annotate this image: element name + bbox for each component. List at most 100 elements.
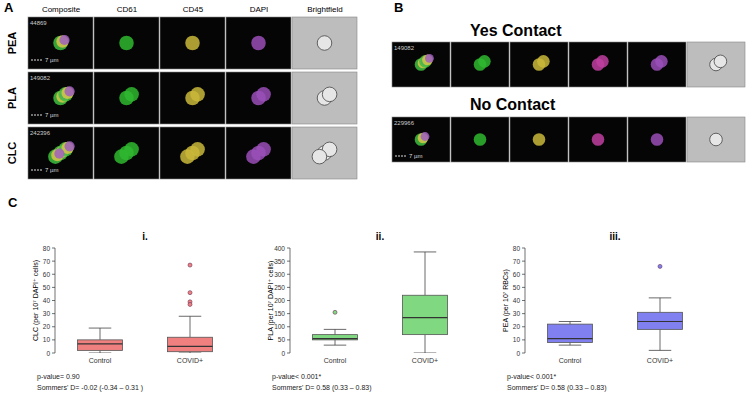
cell: [246, 149, 261, 164]
y-tick-label: 30: [513, 310, 521, 317]
whisker-cap: [414, 353, 437, 354]
y-tick: [52, 287, 55, 288]
y-tick: [287, 287, 290, 288]
scale-bar: [31, 115, 43, 116]
image-tile: [160, 17, 225, 69]
y-tick-label: 80: [513, 245, 521, 252]
tile-frame: [94, 127, 159, 179]
cell: [478, 55, 491, 68]
cell: [190, 87, 205, 102]
y-tick: [52, 274, 55, 275]
tile-frame: [628, 42, 686, 87]
y-tick: [522, 261, 525, 262]
tile-frame: [687, 42, 745, 87]
tile-frame: [28, 17, 93, 69]
image-tile: [687, 42, 745, 87]
image-tile: [94, 72, 159, 124]
x-tick-label: COVID+: [647, 357, 673, 364]
box: [548, 324, 593, 342]
median: [403, 317, 448, 318]
image-tile: [569, 42, 627, 87]
whisker-high: [660, 298, 661, 312]
cell: [119, 36, 134, 51]
y-tick: [287, 313, 290, 314]
whisker-cap: [414, 251, 437, 252]
row-label: No Contact: [470, 96, 556, 113]
y-tick: [287, 248, 290, 249]
y-tick-label: 40: [43, 297, 51, 304]
outlier: [333, 310, 337, 314]
y-tick: [287, 300, 290, 301]
cell: [655, 55, 668, 68]
y-tick: [287, 353, 290, 354]
image-id: 44869: [30, 20, 47, 26]
annotation: p-value< 0.001*: [272, 373, 322, 381]
tile-frame: [160, 17, 225, 69]
scale-bar: [31, 170, 43, 171]
background: [0, 0, 747, 398]
y-tick-label: 70: [513, 258, 521, 265]
tile-frame: [94, 72, 159, 124]
scale-label: 7 µm: [45, 167, 58, 173]
image-tile: [392, 42, 450, 87]
image-tile: [451, 42, 509, 87]
column-header: DAPI: [250, 5, 269, 14]
image-tile: [226, 17, 291, 69]
y-tick: [522, 339, 525, 340]
tile-frame: [292, 72, 357, 124]
image-tile: [160, 127, 225, 179]
tile-frame: [28, 72, 93, 124]
image-tile: [628, 42, 686, 87]
tile-frame: [160, 72, 225, 124]
scale-label: 7 µm: [45, 57, 58, 63]
annotation: p-value= 0.90: [37, 373, 80, 381]
cell: [65, 86, 75, 96]
annotation: p-value< 0.001*: [507, 373, 557, 381]
y-tick-label: 0: [46, 350, 50, 357]
scale-label: 7 µm: [409, 153, 422, 159]
image-tile: [510, 42, 568, 87]
row-label: Yes Contact: [470, 22, 562, 39]
image-tile: [28, 127, 93, 179]
whisker-high: [335, 329, 336, 334]
cell: [537, 55, 550, 68]
scale-bar: [31, 60, 43, 61]
image-id: 149082: [30, 75, 51, 81]
whisker-cap: [324, 345, 347, 346]
panel-b: BYes Contact149082No Contact2299667 µm: [392, 0, 745, 162]
cell: [256, 87, 271, 102]
y-tick-label: 70: [43, 258, 51, 265]
image-tile: [292, 17, 357, 69]
y-tick: [522, 300, 525, 301]
whisker-cap: [89, 328, 112, 329]
tile-frame: [687, 117, 745, 162]
image-tile: [569, 117, 627, 162]
scale-label: 7 µm: [45, 112, 58, 118]
y-tick: [287, 326, 290, 327]
tile-frame: [510, 42, 568, 87]
whisker-cap: [559, 321, 582, 322]
cell: [56, 35, 68, 47]
tile-frame: [510, 117, 568, 162]
cell: [425, 54, 434, 63]
y-tick-label: 80: [43, 245, 51, 252]
y-tick: [52, 248, 55, 249]
whisker-cap: [559, 345, 582, 346]
annotation: Sommers' D= 0.58 (0.33 – 0.83): [272, 384, 372, 392]
cell: [421, 132, 430, 141]
x-tick-label: COVID+: [412, 357, 438, 364]
cell: [65, 141, 75, 151]
tile-frame: [628, 117, 686, 162]
cell: [251, 36, 266, 51]
cell: [312, 149, 327, 164]
y-tick-label: 0: [516, 350, 520, 357]
y-tick-label: 0: [281, 350, 285, 357]
column-header: CD45: [183, 5, 204, 14]
y-tick-label: 150: [274, 310, 285, 317]
x-tick-label: COVID+: [177, 357, 203, 364]
tile-frame: [226, 127, 291, 179]
whisker-cap: [649, 297, 672, 298]
box-plot: ii.PLA (per 10⁷ DAPI⁺ cells)050100150200…: [267, 231, 448, 392]
median: [168, 346, 213, 347]
tile-frame: [451, 117, 509, 162]
